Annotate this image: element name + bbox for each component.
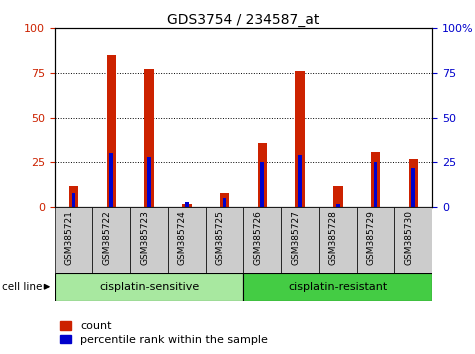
Bar	[109, 154, 113, 207]
Bar	[55, 273, 243, 301]
Bar	[295, 71, 305, 207]
Bar	[257, 143, 267, 207]
Bar	[243, 207, 281, 273]
Text: cell line: cell line	[2, 282, 43, 292]
Text: GSM385727: GSM385727	[291, 210, 300, 265]
Bar	[408, 159, 418, 207]
Bar	[220, 193, 229, 207]
Legend: count, percentile rank within the sample: count, percentile rank within the sample	[60, 321, 268, 345]
Bar	[395, 207, 432, 273]
Bar	[92, 207, 130, 273]
Title: GDS3754 / 234587_at: GDS3754 / 234587_at	[167, 13, 320, 27]
Text: GSM385723: GSM385723	[140, 210, 149, 265]
Text: cisplatin-sensitive: cisplatin-sensitive	[99, 282, 199, 292]
Bar	[144, 69, 154, 207]
Text: GSM385722: GSM385722	[102, 210, 111, 265]
Text: cisplatin-resistant: cisplatin-resistant	[288, 282, 388, 292]
Text: GSM385729: GSM385729	[367, 210, 376, 265]
Bar	[55, 207, 92, 273]
Bar	[333, 185, 342, 207]
Bar	[357, 207, 394, 273]
Bar	[298, 155, 302, 207]
Bar	[223, 198, 227, 207]
Bar	[336, 204, 340, 207]
Text: GSM385724: GSM385724	[178, 210, 187, 265]
Text: GSM385725: GSM385725	[216, 210, 225, 265]
Bar	[72, 193, 76, 207]
Bar	[371, 152, 380, 207]
Bar	[130, 207, 168, 273]
Bar	[185, 202, 189, 207]
Text: GSM385728: GSM385728	[329, 210, 338, 265]
Text: GSM385726: GSM385726	[253, 210, 262, 265]
Bar	[182, 204, 191, 207]
Bar	[374, 162, 378, 207]
Bar	[69, 185, 78, 207]
Bar	[260, 162, 264, 207]
Bar	[106, 55, 116, 207]
Bar	[281, 207, 319, 273]
Text: GSM385730: GSM385730	[404, 210, 413, 266]
Bar	[243, 273, 432, 301]
Bar	[147, 157, 151, 207]
Bar	[168, 207, 206, 273]
Bar	[206, 207, 243, 273]
Bar	[319, 207, 357, 273]
Bar	[411, 168, 415, 207]
Text: GSM385721: GSM385721	[65, 210, 74, 265]
